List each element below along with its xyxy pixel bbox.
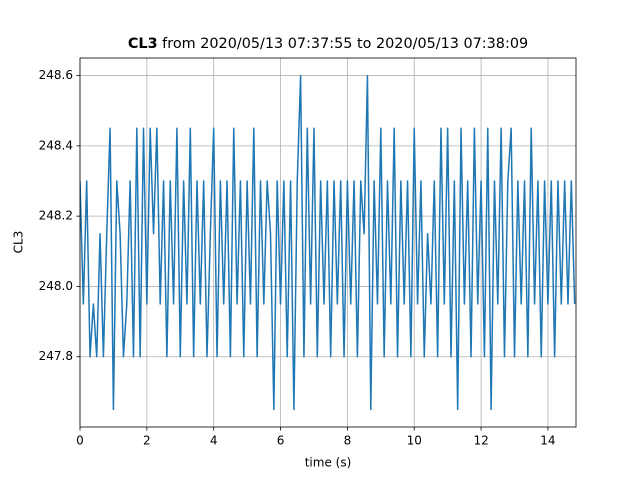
y-tick-label: 248.4 — [39, 138, 73, 152]
y-axis-label: CL3 — [12, 231, 26, 254]
chart-title: CL3 from 2020/05/13 07:37:55 to 2020/05/… — [128, 36, 528, 52]
title-bold: CL3 — [128, 36, 158, 52]
x-tick-label: 12 — [473, 434, 488, 448]
y-tick-label: 248.2 — [39, 209, 73, 223]
plot-frame — [79, 57, 577, 428]
y-tick-label: 247.8 — [39, 349, 73, 363]
x-axis-label: time (s) — [305, 456, 352, 470]
y-tick-label: 248.0 — [39, 279, 73, 293]
x-tick-label: 8 — [344, 434, 352, 448]
data-line — [80, 74, 576, 411]
x-tick-label: 10 — [407, 434, 422, 448]
x-tick-label: 0 — [76, 434, 84, 448]
x-tick-label: 4 — [210, 434, 218, 448]
y-tick-label: 248.6 — [39, 68, 73, 82]
x-tick-label: 2 — [143, 434, 151, 448]
title-text: from 2020/05/13 07:37:55 to 2020/05/13 0… — [162, 36, 528, 52]
x-tick-label: 6 — [277, 434, 285, 448]
x-tick-label: 14 — [540, 434, 555, 448]
